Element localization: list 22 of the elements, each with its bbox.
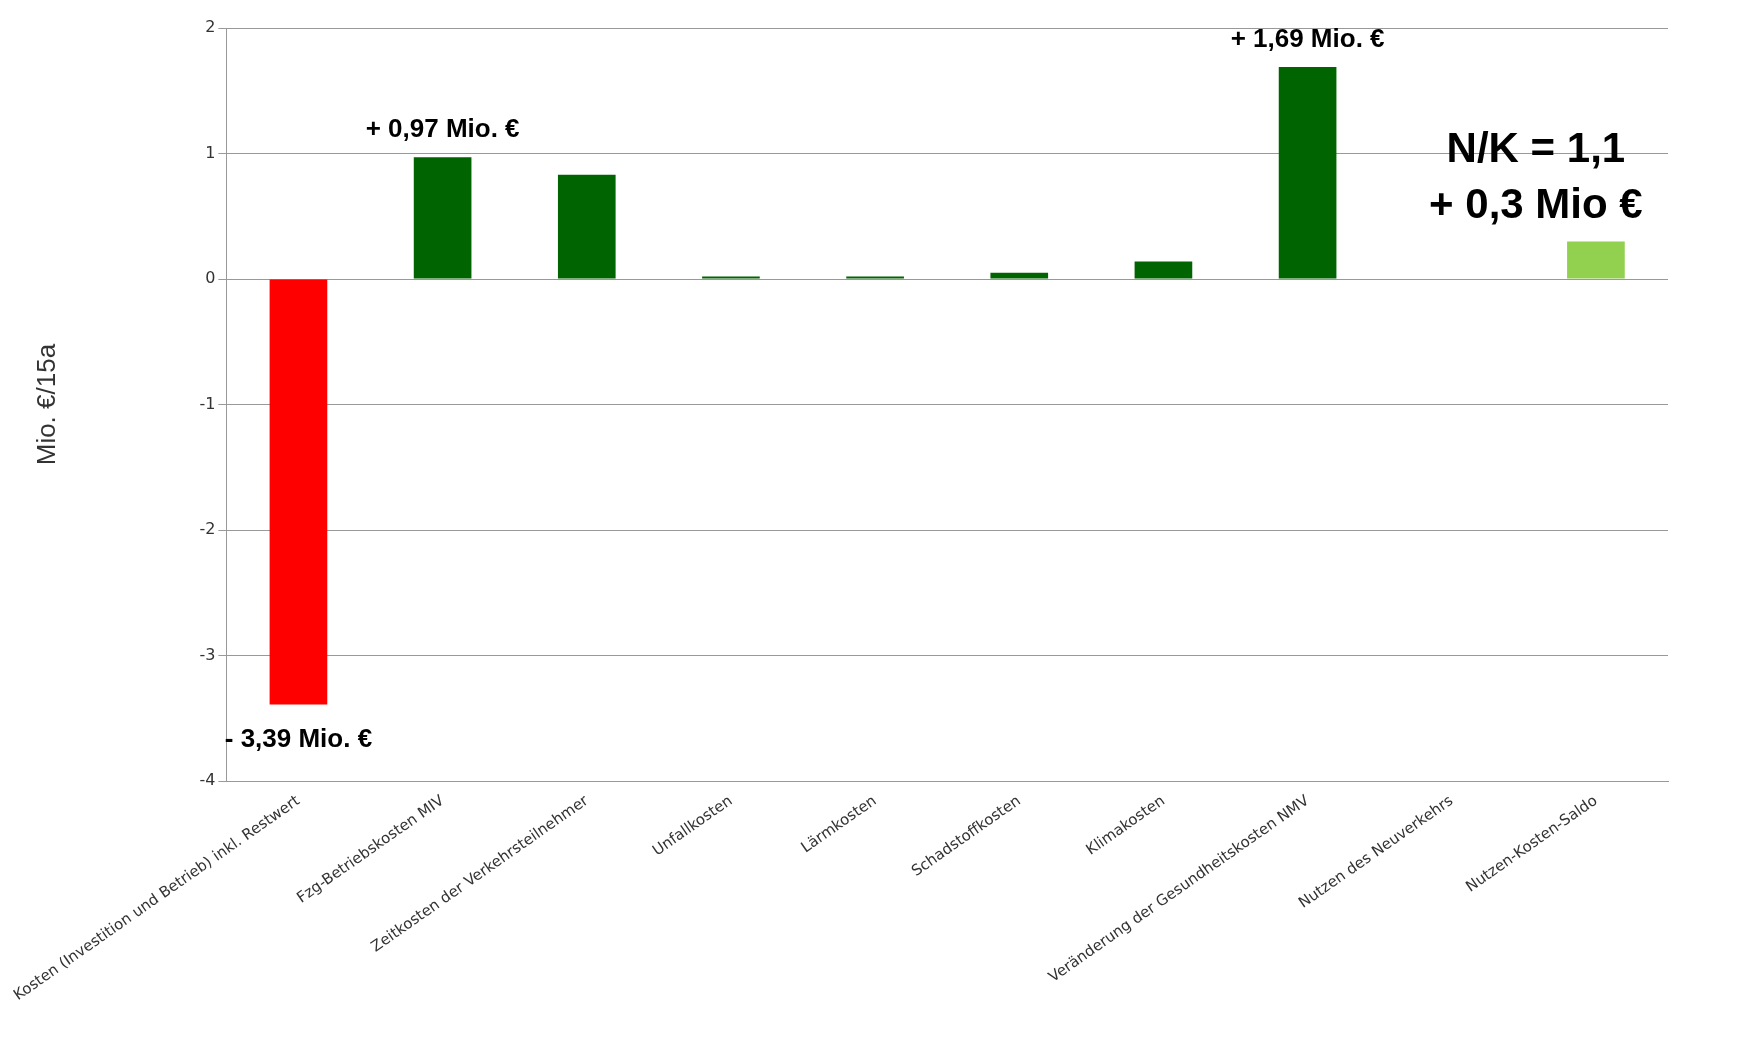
bar: [269, 279, 328, 705]
bar: [413, 157, 472, 279]
y-tick-label: -4: [199, 770, 216, 790]
y-tick-label: 2: [205, 17, 216, 37]
data-label: + 0,97 Mio. €: [365, 113, 520, 144]
bar: [990, 272, 1049, 279]
bar: [1278, 66, 1337, 279]
y-axis-title: Mio. €/15a: [31, 343, 62, 466]
data-label: + 1,69 Mio. €: [1230, 23, 1385, 54]
y-tick-label: -3: [199, 644, 216, 664]
bar: [702, 276, 760, 279]
bar: [1567, 241, 1625, 279]
y-tick-label: 1: [205, 142, 216, 162]
y-tick-label: -1: [199, 393, 216, 413]
y-tick-label: -2: [199, 519, 216, 539]
bar: [846, 276, 904, 279]
data-label: + 0,3 Mio €: [1429, 179, 1643, 227]
y-tick-label: 0: [205, 268, 216, 288]
data-label: - 3,39 Mio. €: [224, 722, 373, 753]
bar: [1134, 261, 1193, 279]
annotation: N/K = 1,1: [1446, 123, 1626, 171]
bar: [557, 174, 616, 279]
